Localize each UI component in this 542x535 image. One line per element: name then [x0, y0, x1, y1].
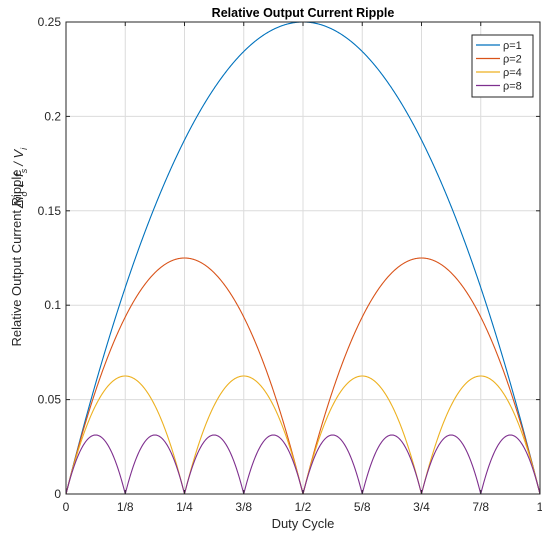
- x-axis-title: Duty Cycle: [272, 516, 335, 531]
- chart-title: Relative Output Current Ripple: [212, 6, 395, 20]
- x-tick-label: 7/8: [472, 500, 489, 514]
- x-tick-label: 3/8: [235, 500, 252, 514]
- formula-sub-i: i: [19, 147, 29, 150]
- x-tick-label: 3/4: [413, 500, 430, 514]
- formula-delta-i: Δi: [11, 195, 26, 209]
- y-tick-label: 0.25: [38, 15, 62, 29]
- y-tick-label: 0.15: [38, 204, 62, 218]
- y-tick-labels: 0 0.05 0.1 0.15 0.2 0.25: [38, 15, 62, 501]
- x-tick-labels: 0 1/8 1/4 3/8 1/2 5/8 3/4 7/8 1: [63, 500, 542, 514]
- y-axis-title-line1: Relative Output Current Ripple: [9, 169, 24, 346]
- x-tick-label: 0: [63, 500, 70, 514]
- x-tick-label: 1: [537, 500, 542, 514]
- legend-items: ρ=1 ρ=2ρ=4 ρ=8: [476, 40, 522, 93]
- x-tick-label: 1/4: [176, 500, 193, 514]
- formula-l-f: L f: [11, 172, 26, 188]
- legend-label: ρ=4: [503, 67, 522, 79]
- y-tick-label: 0: [54, 487, 61, 501]
- legend: ρ=1 ρ=2ρ=4 ρ=8: [471, 34, 534, 98]
- formula-sub-s: s: [19, 168, 29, 173]
- y-tick-label: 0.2: [44, 109, 61, 123]
- y-axis-formula: Δio L fs/ Vi: [11, 147, 29, 209]
- ticks: [65, 21, 541, 495]
- x-tick-label: 5/8: [354, 500, 371, 514]
- y-axis-formula-text: Δio L fs/ Vi: [11, 147, 29, 209]
- y-axis-title: Relative Output Current Ripple: [9, 169, 24, 346]
- formula-sub-o: o: [19, 191, 29, 196]
- x-tick-label: 1/8: [117, 500, 134, 514]
- legend-label: ρ=2: [503, 54, 522, 66]
- y-tick-label: 0.05: [38, 393, 62, 407]
- legend-label: ρ=8: [503, 81, 522, 93]
- x-tick-label: 1/2: [295, 500, 312, 514]
- y-tick-label: 0.1: [44, 298, 61, 312]
- formula-div-v: / V: [11, 149, 26, 167]
- legend-label: ρ=1: [503, 40, 522, 52]
